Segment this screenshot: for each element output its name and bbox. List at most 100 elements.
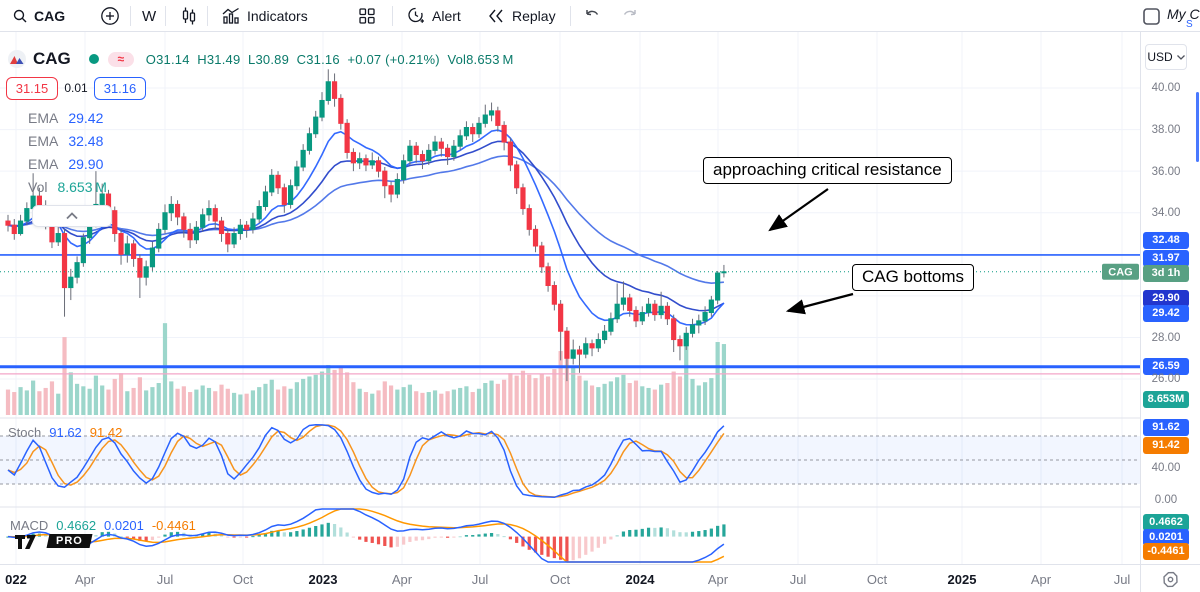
symbol-logo-icon — [8, 50, 26, 68]
price-scale-badge: 31.97 — [1143, 249, 1189, 267]
time-axis-label: Jul — [156, 572, 174, 587]
search-icon — [12, 8, 28, 24]
volume-legend-value: 8.653 M — [57, 179, 107, 195]
undo-icon — [582, 6, 602, 26]
ema3-value: 29.90 — [68, 156, 104, 172]
price-scale-badge: -0.4461 — [1143, 542, 1189, 560]
axis-settings-corner[interactable] — [1140, 565, 1200, 592]
replay-label: Replay — [512, 8, 556, 24]
price-scale-label: 28.00 — [1151, 332, 1181, 344]
bid-ask-row: 31.15 0.01 31.16 — [6, 76, 146, 100]
toolbar-divider — [207, 6, 208, 26]
symbol-legend[interactable]: CAG ≈ O31.14 H31.49 L30.89 C31.16 +0.07 … — [8, 48, 514, 70]
price-scale-label: 40.00 — [1151, 462, 1181, 474]
indicators-label: Indicators — [247, 8, 308, 24]
stoch-legend[interactable]: Stoch 91.62 91.42 — [8, 424, 123, 440]
macd-line-value: 0.0201 — [104, 517, 144, 533]
replay-button[interactable]: Replay — [486, 0, 556, 32]
layout-grid-button[interactable] — [358, 0, 376, 32]
sell-button[interactable]: 31.15 — [6, 76, 58, 100]
ema1-value: 29.42 — [68, 110, 104, 126]
legend-symbol[interactable]: CAG — [33, 49, 71, 68]
ema-legend-2[interactable]: EMA 32.48 — [28, 133, 104, 149]
ema-legend-1[interactable]: EMA 29.42 — [28, 110, 104, 126]
market-status-dot-icon — [88, 54, 99, 64]
time-axis-label: Jul — [1113, 572, 1131, 587]
my-charts-sublink[interactable]: S — [1186, 19, 1193, 30]
replay-rewind-icon — [486, 6, 506, 26]
price-scale-badge: 29.42 — [1143, 304, 1189, 322]
candlestick-icon — [179, 6, 199, 26]
change-value: +0.07 (+0.21%) — [347, 51, 440, 67]
annotation-resistance[interactable]: approaching critical resistance — [703, 157, 952, 184]
price-scale-label: 0.00 — [1154, 494, 1178, 506]
stoch-k-value: 91.62 — [49, 424, 82, 440]
open-value: 31.14 — [156, 51, 190, 67]
buy-button[interactable]: 31.16 — [94, 76, 146, 100]
time-axis-label: Oct — [549, 572, 571, 587]
last-price-symbol-badge: CAG — [1102, 263, 1139, 280]
price-scale-label: 38.00 — [1151, 124, 1181, 136]
indicators-button[interactable]: Indicators — [221, 0, 308, 32]
price-scale[interactable]: USD 40.00 38.00 36.00 34.00 32.48 31.97 3d 1h 2… — [1140, 32, 1190, 564]
close-value: 31.16 — [306, 51, 340, 67]
time-axis-label: Apr — [707, 572, 729, 587]
macd-legend[interactable]: MACD 0.4662 0.0201 -0.4461 — [10, 517, 196, 533]
arrow-to-bottom — [785, 292, 854, 315]
toolbar-divider — [165, 6, 166, 26]
price-scale-badge: 0.4662 — [1143, 513, 1189, 531]
arrow-to-resistance — [768, 188, 829, 232]
gear-icon — [1163, 571, 1178, 587]
ema-legend-3[interactable]: EMA 29.90 — [28, 156, 104, 172]
chart-area: CAG CAG ≈ O31.14 H31.49 L30.89 C31.16 +0… — [0, 32, 1200, 592]
alert-button[interactable]: Alert — [406, 0, 461, 32]
time-axis-label: 022 — [5, 572, 27, 587]
approx-price-badge: ≈ — [107, 51, 134, 67]
low-value: 30.89 — [255, 51, 290, 67]
toolbar-divider — [392, 6, 393, 26]
price-scale-badge: 32.48 — [1143, 231, 1189, 249]
time-axis-label: Oct — [232, 572, 254, 587]
price-scale-label: 34.00 — [1151, 207, 1181, 219]
undo-button[interactable] — [582, 0, 602, 32]
my-charts-label[interactable]: My C — [1167, 6, 1200, 22]
price-scale-badge: 0.0201 — [1143, 528, 1189, 546]
pro-badge: PRO — [46, 534, 93, 548]
time-axis-label: Oct — [866, 572, 888, 587]
chart-canvas[interactable]: CAG — [0, 32, 1140, 564]
price-scale-badge: 3d 1h — [1143, 264, 1189, 282]
time-axis-label: Apr — [1030, 572, 1052, 587]
high-value: 31.49 — [206, 51, 241, 67]
volume-legend[interactable]: Vol 8.653 M — [28, 179, 107, 195]
price-scale-badge: 91.42 — [1143, 436, 1189, 454]
redo-icon — [620, 6, 640, 26]
time-axis-label: 2024 — [625, 572, 655, 587]
interval-button[interactable]: W — [142, 0, 156, 32]
checkbox-icon[interactable] — [1143, 8, 1160, 30]
price-scale-badge: 91.62 — [1143, 418, 1189, 436]
ohlc-readout: O31.14 H31.49 L30.89 C31.16 +0.07 (+0.21… — [145, 51, 514, 67]
time-axis[interactable]: 022 Apr Jul Oct 2023 Apr Jul Oct 2024 Apr Jul Oct 20… — [0, 564, 1200, 592]
plus-circle-icon — [100, 6, 120, 26]
scrollbar-thumb[interactable] — [1196, 92, 1199, 162]
price-scale-label: 36.00 — [1151, 166, 1181, 178]
alert-label: Alert — [432, 8, 461, 24]
stoch-d-value: 91.42 — [89, 424, 123, 440]
symbol-search-button[interactable]: CAG — [12, 0, 65, 32]
price-scale-badge: 29.90 — [1143, 289, 1189, 307]
chart-style-button[interactable] — [179, 0, 199, 32]
svg-text:CAG: CAG — [1108, 266, 1132, 278]
pane-collapse-button[interactable] — [32, 205, 112, 227]
currency-selector[interactable]: USD — [1145, 44, 1187, 70]
volume-value: 8.653 M — [466, 51, 514, 67]
compare-add-button[interactable] — [100, 0, 120, 32]
toolbar-divider — [130, 6, 131, 26]
macd-hist-value: 0.4662 — [56, 517, 97, 533]
annotation-bottoms[interactable]: CAG bottoms — [852, 264, 975, 291]
currency-label: USD — [1147, 50, 1173, 64]
toolbar-divider — [570, 6, 571, 26]
price-scale-label: 40.00 — [1151, 82, 1181, 94]
tradingview-logo[interactable]: PRO — [14, 532, 93, 550]
redo-button[interactable] — [620, 0, 640, 32]
